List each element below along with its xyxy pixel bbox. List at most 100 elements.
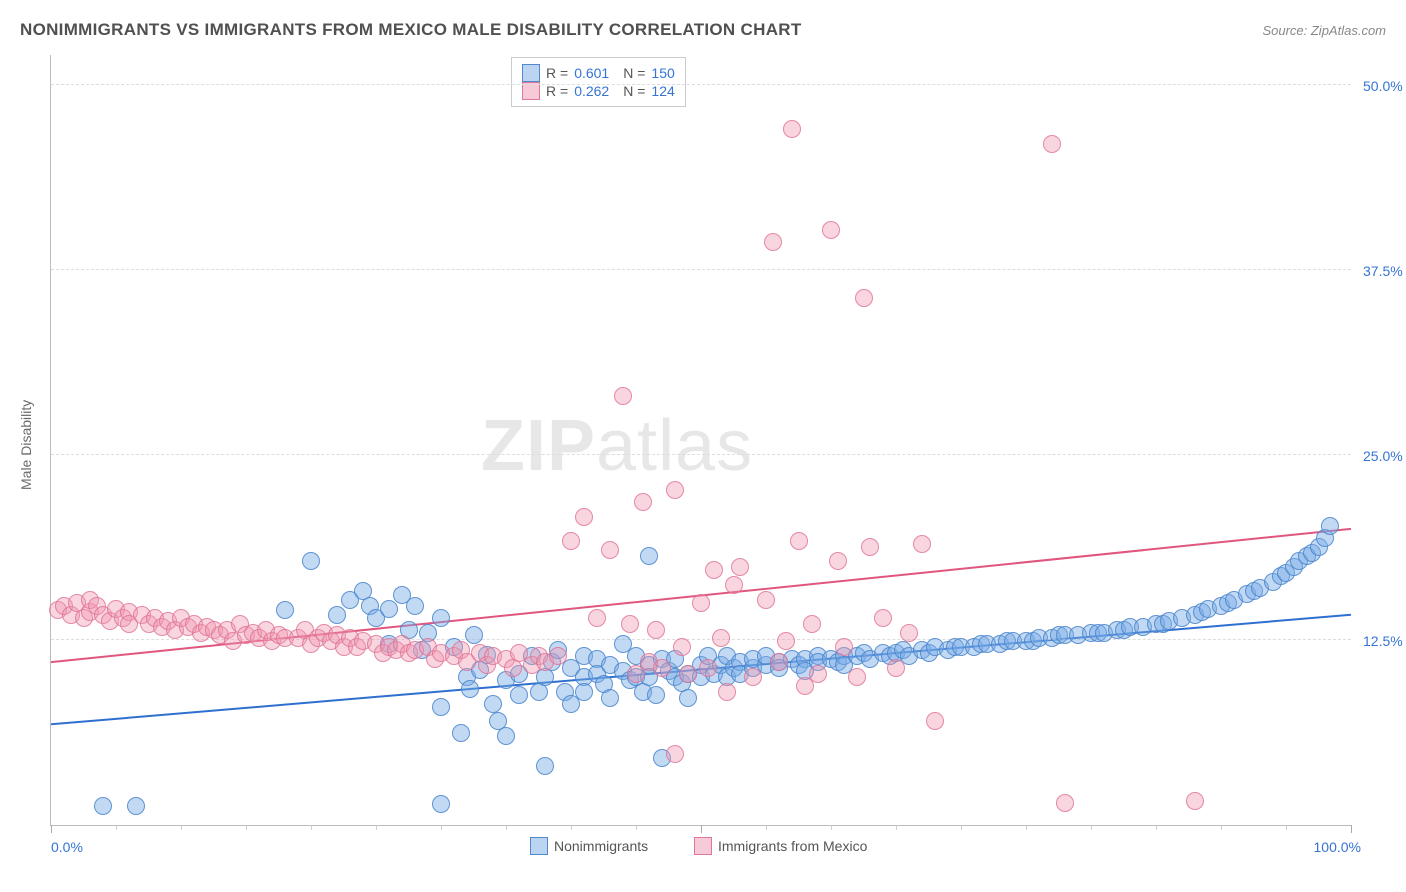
legend-swatch [522,82,540,100]
data-point [634,493,652,511]
data-point [432,609,450,627]
y-tick-label: 50.0% [1363,78,1403,94]
r-label: R = [546,83,568,99]
data-point [679,689,697,707]
data-point [1056,794,1074,812]
data-point [94,797,112,815]
data-point [712,629,730,647]
legend-stats-row: R =0.601N =150 [522,64,675,82]
data-point [380,600,398,618]
data-point [127,797,145,815]
data-point [601,541,619,559]
x-minor-tick [1091,825,1092,830]
legend-swatch [694,837,712,855]
x-minor-tick [831,825,832,830]
data-point [855,289,873,307]
data-point [432,698,450,716]
data-point [803,615,821,633]
data-point [647,621,665,639]
legend-stats-row: R =0.262N =124 [522,82,675,100]
data-point [900,624,918,642]
data-point [575,508,593,526]
data-point [549,647,567,665]
data-point [406,597,424,615]
data-point [562,532,580,550]
data-point [725,576,743,594]
data-point [276,601,294,619]
x-minor-tick [376,825,377,830]
data-point [809,665,827,683]
n-value: 150 [651,65,674,81]
data-point [575,683,593,701]
x-minor-tick [1221,825,1222,830]
gridline [51,269,1351,270]
data-point [718,683,736,701]
gridline [51,84,1351,85]
data-point [679,665,697,683]
data-point [770,653,788,671]
data-point [673,638,691,656]
data-point [614,387,632,405]
data-point [848,668,866,686]
trend-lines-svg [51,55,1351,825]
data-point [484,695,502,713]
data-point [757,591,775,609]
chart-title: NONIMMIGRANTS VS IMMIGRANTS FROM MEXICO … [20,20,802,40]
x-minor-tick [441,825,442,830]
data-point [913,535,931,553]
r-label: R = [546,65,568,81]
data-point [783,120,801,138]
x-axis-min-label: 0.0% [51,839,83,855]
gridline [51,454,1351,455]
x-minor-tick [246,825,247,830]
y-tick-label: 37.5% [1363,263,1403,279]
x-minor-tick [961,825,962,830]
data-point [874,609,892,627]
x-minor-tick [506,825,507,830]
data-point [601,689,619,707]
data-point [1186,792,1204,810]
x-major-tick [701,825,702,833]
data-point [777,632,795,650]
data-point [588,609,606,627]
data-point [887,659,905,677]
data-point [497,727,515,745]
stats-legend-box: R =0.601N =150R =0.262N =124 [511,57,686,107]
data-point [465,626,483,644]
x-minor-tick [116,825,117,830]
legend-swatch [530,837,548,855]
scatter-plot-area: ZIPatlas R =0.601N =150R =0.262N =124 12… [50,55,1351,826]
y-tick-label: 12.5% [1363,633,1403,649]
data-point [731,558,749,576]
n-label: N = [623,65,645,81]
data-point [829,552,847,570]
data-point [822,221,840,239]
data-point [461,680,479,698]
bottom-legend-item: Immigrants from Mexico [694,837,867,855]
data-point [666,481,684,499]
bottom-legend-item: Nonimmigrants [530,837,648,855]
data-point [705,561,723,579]
x-minor-tick [1286,825,1287,830]
data-point [692,594,710,612]
data-point [302,552,320,570]
legend-swatch [522,64,540,82]
data-point [328,606,346,624]
x-minor-tick [1156,825,1157,830]
y-axis-label: Male Disability [18,400,34,490]
data-point [452,724,470,742]
source-attribution: Source: ZipAtlas.com [1262,23,1386,38]
n-value: 124 [651,83,674,99]
y-tick-label: 25.0% [1363,448,1403,464]
data-point [653,659,671,677]
data-point [510,686,528,704]
x-axis-max-label: 100.0% [1314,839,1361,855]
data-point [621,615,639,633]
data-point [640,547,658,565]
data-point [666,745,684,763]
x-minor-tick [571,825,572,830]
x-major-tick [1351,825,1352,833]
x-minor-tick [1026,825,1027,830]
data-point [790,532,808,550]
data-point [744,668,762,686]
